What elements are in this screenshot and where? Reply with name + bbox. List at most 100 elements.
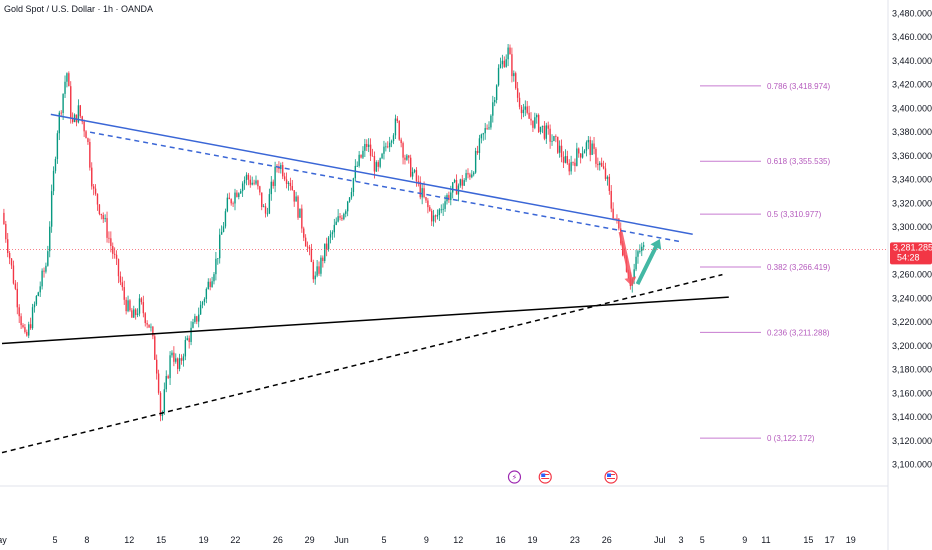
flag-stripe xyxy=(607,480,616,481)
lightning-event-icon[interactable]: ⚡ xyxy=(507,470,522,484)
price-axis[interactable]: 3,480.000 3,460.000 3,440.000 3,420.000 3,40… xyxy=(892,9,932,470)
candle-body xyxy=(220,231,223,235)
candle-body xyxy=(8,253,11,259)
candle-body xyxy=(469,174,471,178)
candle-body xyxy=(133,309,135,318)
candle-body xyxy=(463,180,465,186)
time-axis[interactable]: ay 5 8 12 15 19 22 26 29 Jun 5 9 12 16 19 23 26 Jul 3 5 9 11 1… xyxy=(0,535,856,545)
candle-body xyxy=(492,102,494,116)
candle-body xyxy=(26,331,28,336)
candle-body xyxy=(425,197,427,201)
time-tick-label: 19 xyxy=(846,535,856,545)
candle-body xyxy=(205,288,208,299)
candle-body xyxy=(198,314,200,322)
candle-body xyxy=(530,118,532,121)
event-icon-glyph: ⚡ xyxy=(512,473,518,482)
candle-body xyxy=(98,204,101,214)
candle-body xyxy=(448,195,450,201)
candle-body xyxy=(104,218,106,220)
candle-body xyxy=(574,162,576,166)
candle-body xyxy=(186,338,188,340)
candle-body xyxy=(138,298,141,314)
candle-body xyxy=(243,180,246,184)
candle-body xyxy=(92,186,95,189)
candle-body xyxy=(614,218,616,220)
candle-body xyxy=(637,251,639,257)
candle-body xyxy=(45,265,47,272)
candle-body xyxy=(408,155,410,158)
trend-line-black-dashed[interactable] xyxy=(1,273,723,454)
candle-body xyxy=(100,213,103,216)
trend-line-blue-dashed[interactable] xyxy=(89,131,680,243)
candle-body xyxy=(366,144,368,147)
candle-body xyxy=(438,209,441,216)
candle-body xyxy=(20,316,22,326)
time-tick-label: 22 xyxy=(230,535,240,545)
candle-body xyxy=(110,238,112,247)
candle-body xyxy=(583,150,586,154)
trend-lines[interactable] xyxy=(1,113,729,454)
price-tick-label: 3,220.000 xyxy=(892,317,932,327)
price-tick-label: 3,420.000 xyxy=(892,80,932,90)
candle-body xyxy=(589,139,591,155)
candle-body xyxy=(68,73,70,87)
candle-body xyxy=(579,153,582,158)
event-icons[interactable]: ⚡ xyxy=(507,470,618,484)
candle-body xyxy=(367,144,370,147)
candle-body xyxy=(3,212,5,225)
candle-body xyxy=(555,136,557,137)
candle-body xyxy=(245,174,248,181)
candle-body xyxy=(201,301,204,305)
candle-body xyxy=(209,281,211,288)
candle-body xyxy=(234,192,236,204)
price-tick-label: 3,440.000 xyxy=(892,56,932,66)
candle-body xyxy=(117,259,120,277)
candle-body xyxy=(478,138,481,153)
trend-line-blue-solid[interactable] xyxy=(50,113,693,235)
candle-body xyxy=(440,209,442,211)
candle-body xyxy=(207,281,209,289)
candle-body xyxy=(570,162,572,172)
candle-body xyxy=(215,258,217,275)
flag-canton xyxy=(541,473,546,477)
fib-retracement[interactable]: 0.786 (3,418.974) 0.618 (3,355.535) 0.5 (3… xyxy=(700,82,830,443)
candle-body xyxy=(249,179,251,185)
candle-body xyxy=(35,295,38,305)
green-arrow[interactable] xyxy=(635,239,662,285)
candle-body xyxy=(431,210,433,222)
candle-body xyxy=(150,326,152,328)
flag-stripe xyxy=(541,480,550,481)
fib-level-label: 0 (3,122.172) xyxy=(767,434,815,443)
candle-body xyxy=(576,148,578,166)
us-flag-event-icon-1[interactable] xyxy=(538,470,552,484)
candle-body xyxy=(171,352,173,356)
projection-arrows[interactable] xyxy=(618,231,662,287)
candle-body xyxy=(415,170,418,182)
candle-body xyxy=(484,128,486,134)
candle-body xyxy=(222,226,225,232)
candlestick-series xyxy=(3,44,645,422)
candle-body xyxy=(459,179,462,186)
candle-body xyxy=(89,141,91,168)
us-flag-event-icon-2[interactable] xyxy=(604,470,618,484)
candle-body xyxy=(131,310,133,318)
candle-body xyxy=(541,125,544,127)
price-tick-label: 3,200.000 xyxy=(892,341,932,351)
red-arrow[interactable] xyxy=(618,231,637,287)
price-tick-label: 3,300.000 xyxy=(892,222,932,232)
trend-line-black-solid[interactable] xyxy=(1,296,729,345)
candle-body xyxy=(358,154,360,166)
candle-body xyxy=(419,181,421,198)
chart-title: Gold Spot / U.S. Dollar · 1h · OANDA xyxy=(4,4,153,14)
candle-body xyxy=(121,282,124,288)
price-badge-countdown: 54:28 xyxy=(897,252,920,262)
candle-body xyxy=(450,192,452,201)
candle-body xyxy=(616,218,618,220)
candle-body xyxy=(394,118,397,136)
candle-body xyxy=(47,251,49,266)
candle-body xyxy=(43,270,45,272)
candle-body xyxy=(10,258,13,266)
candle-body xyxy=(7,239,9,254)
candle-body xyxy=(37,292,39,296)
